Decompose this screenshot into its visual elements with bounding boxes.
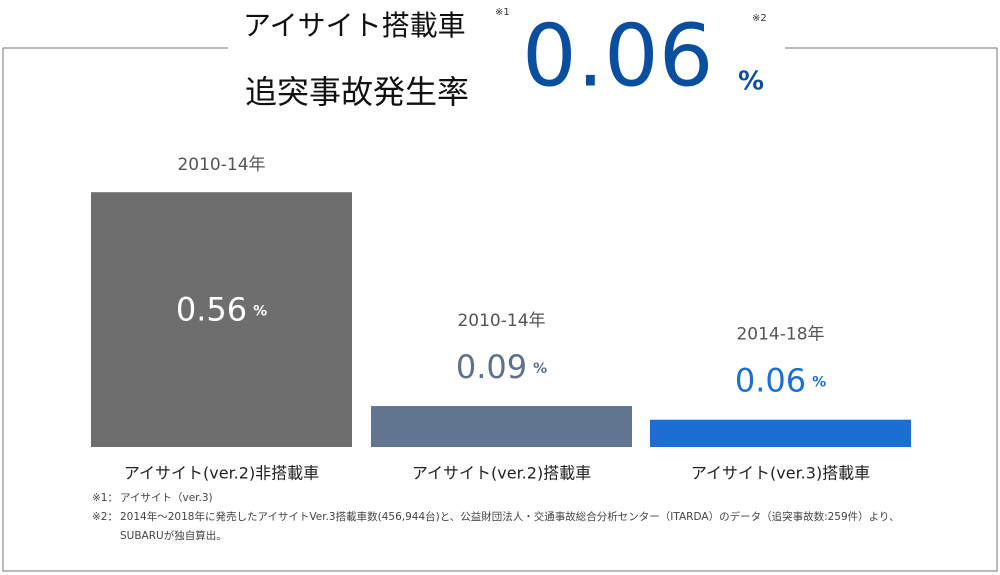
value-number: 0.09 [456,348,527,386]
bar [91,192,352,447]
bar [371,406,632,447]
chart-title: アイサイト搭載車 [243,9,466,42]
footnote-text: アイサイト（ver.3) [120,492,213,504]
title-note: ※1 [495,7,510,18]
title-backdrop [228,0,785,110]
footnote-mark: ※2： [92,511,118,523]
headline-unit: % [738,67,764,97]
footnote-mark: ※1： [92,492,118,504]
footnotes: ※1： アイサイト（ver.3) ※2： 2014年〜2018年に発売したアイサイトV… [92,489,912,546]
bar [650,419,911,447]
headline-value: 0.06 [522,6,713,106]
footnote: ※1： アイサイト（ver.3) [92,489,912,508]
value-number: 0.06 [735,362,806,400]
value-label: 0.09% [456,348,547,386]
value-unit: % [533,361,547,377]
value-unit: % [812,375,826,391]
period-label: 2014-18年 [736,325,824,345]
footnote: ※2： 2014年〜2018年に発売したアイサイトVer.3搭載車数(456,94… [92,508,912,546]
x-tick-label: アイサイト(ver.2)非搭載車 [124,464,319,483]
x-tick-label: アイサイト(ver.3)搭載車 [691,464,870,483]
value-label: 0.56% [176,291,267,329]
period-label: 2010-14年 [457,311,545,331]
x-tick-label: アイサイト(ver.2)搭載車 [412,464,591,483]
footnote-text: 2014年〜2018年に発売したアイサイトVer.3搭載車数(456,944台)… [120,511,900,542]
period-label: 2010-14年 [177,155,265,175]
value-label: 0.06% [735,362,826,400]
chart-subtitle: 追突事故発生率 [245,73,469,111]
value-unit: % [253,304,267,320]
value-number: 0.56 [176,291,247,329]
headline-note: ※2 [752,13,767,24]
